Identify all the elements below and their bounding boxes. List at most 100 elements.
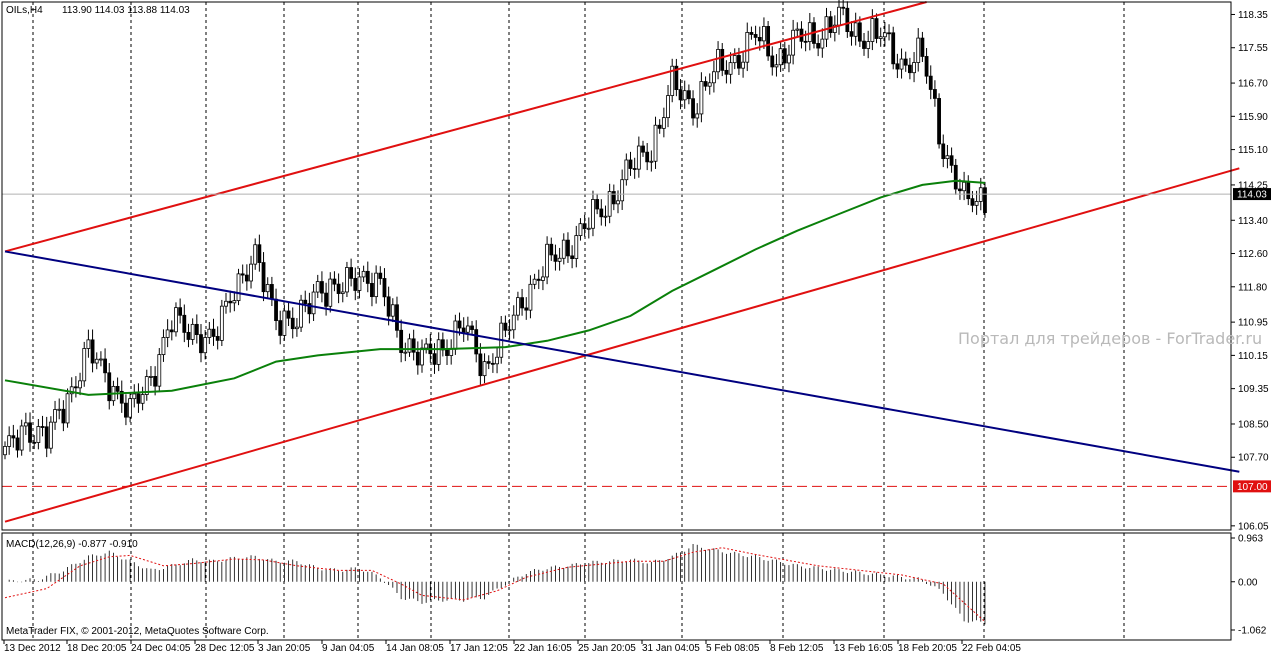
candle (23, 412, 28, 436)
time-tick-label: 31 Jan 04:05 (642, 643, 700, 654)
candle (557, 247, 562, 271)
candle (219, 299, 224, 347)
candle (69, 377, 74, 403)
candle (299, 294, 303, 332)
time-tick-label: 14 Jan 08:05 (386, 643, 444, 654)
candle (599, 199, 604, 226)
channel-lower-line[interactable] (4, 167, 1240, 523)
candle (674, 58, 679, 97)
candle (941, 134, 946, 168)
candle (924, 47, 929, 84)
candle (670, 58, 675, 103)
candle (916, 28, 921, 72)
candle (332, 271, 337, 292)
candle (807, 13, 812, 51)
macd-signal-line (4, 547, 986, 623)
candle (503, 315, 508, 338)
candle (194, 314, 199, 344)
time-tick-label: 5 Feb 08:05 (706, 643, 760, 654)
candle (257, 234, 262, 272)
price-tick-label: 115.10 (1238, 145, 1268, 156)
candle (686, 84, 691, 105)
candle (624, 153, 629, 186)
candle (357, 268, 362, 299)
candle (353, 267, 358, 301)
candle (19, 419, 24, 456)
candle (695, 103, 700, 128)
candle (128, 393, 133, 423)
candle (124, 394, 128, 426)
candle (149, 366, 153, 386)
candle (261, 252, 266, 302)
candle (712, 60, 716, 93)
candle (132, 384, 137, 408)
ohlc-label: 113.90 114.03 113.88 114.03 (62, 5, 190, 16)
candle (340, 282, 345, 303)
candle (661, 107, 666, 138)
candle (495, 346, 499, 374)
candle (311, 284, 316, 322)
candle (953, 158, 958, 195)
candle (820, 28, 825, 58)
candles (3, 0, 987, 460)
candle (73, 376, 78, 398)
candle (691, 90, 695, 126)
candle (903, 51, 908, 72)
drawn-lines[interactable] (2, 1, 1240, 523)
trendline[interactable] (4, 250, 1240, 473)
candle (303, 290, 308, 313)
candle (520, 288, 524, 316)
candle (207, 321, 212, 345)
level-price-label: 107.00 (1237, 482, 1268, 493)
candle (48, 416, 53, 454)
candle (787, 44, 791, 73)
macd-tick-label: -1.062 (1238, 626, 1267, 637)
candle (845, 1, 850, 38)
ma-line (4, 179, 985, 396)
candle (324, 282, 328, 316)
candle (249, 255, 253, 289)
candle (399, 319, 404, 363)
candle (607, 183, 612, 224)
candle (265, 277, 270, 299)
candle (766, 21, 771, 61)
candle (99, 351, 103, 367)
candle (516, 291, 520, 321)
candle (666, 84, 670, 128)
candle (174, 302, 178, 337)
candle (774, 54, 779, 77)
macd-histogram (4, 544, 986, 625)
candle (411, 329, 416, 361)
candle (161, 329, 166, 362)
candle (470, 320, 474, 335)
macd-tick-label: 0.963 (1238, 534, 1263, 545)
candle (94, 352, 99, 370)
candle (44, 416, 49, 458)
candle (649, 150, 654, 172)
candle (882, 21, 887, 47)
candle (603, 205, 608, 227)
candle (15, 429, 20, 458)
candle (61, 400, 66, 432)
price-tick-label: 110.15 (1238, 351, 1268, 362)
price-tick-label: 117.55 (1238, 43, 1268, 54)
macd-tick-label: 0.00 (1238, 577, 1258, 588)
candle (699, 72, 704, 123)
candle (232, 291, 237, 312)
candle (828, 10, 833, 38)
candle (866, 30, 871, 59)
candle (645, 143, 650, 171)
channel-upper-line[interactable] (4, 1, 927, 253)
time-tick-label: 22 Jan 16:05 (514, 643, 572, 654)
candle (703, 76, 708, 91)
candle (524, 297, 529, 320)
level-price-box (1233, 480, 1271, 493)
price-tick-label: 106.05 (1238, 521, 1269, 532)
candle (878, 27, 883, 47)
candle (887, 24, 891, 41)
time-tick-label: 18 Dec 20:05 (67, 643, 127, 654)
candle (749, 26, 754, 40)
candle (57, 398, 62, 420)
